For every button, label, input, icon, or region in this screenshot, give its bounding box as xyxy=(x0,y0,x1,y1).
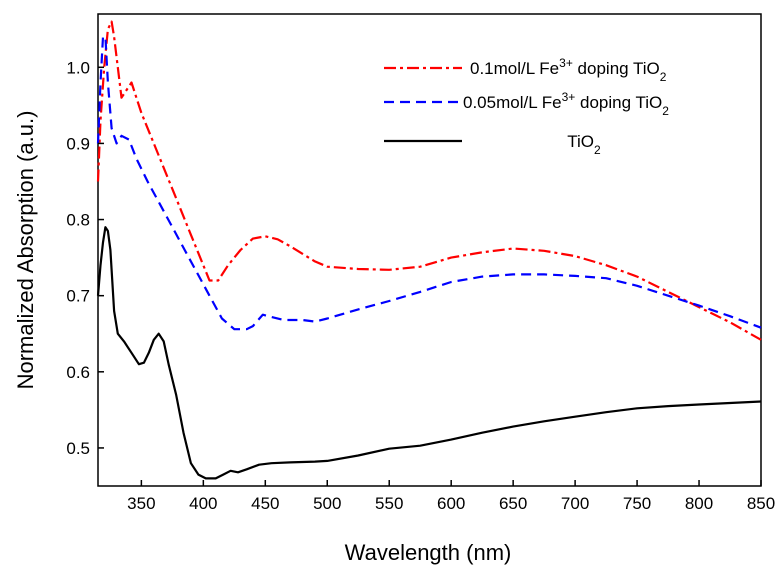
plot-frame xyxy=(97,13,762,487)
series-line-2 xyxy=(96,35,762,331)
x-axis-title: Wavelength (nm) xyxy=(345,540,512,565)
y-tick-label: 1.0 xyxy=(66,58,90,77)
legend-label-2: 0.05mol/L Fe3+ doping TiO2 xyxy=(463,90,669,118)
ticks-layer: 350 400 450 500 550 600 650 700 750 800 850 0.5 0.6 0… xyxy=(66,58,775,513)
legend-label-1: 0.1mol/L Fe3+ doping TiO2 xyxy=(470,56,667,84)
y-tick-label: 0.5 xyxy=(66,439,90,458)
series-line-3 xyxy=(96,226,762,480)
legend: 0.1mol/L Fe3+ doping TiO2 0.05mol/L Fe3+ … xyxy=(384,56,669,157)
y-tick-label: 0.7 xyxy=(66,287,90,306)
x-tick-label: 650 xyxy=(499,494,527,513)
x-tick-label: 400 xyxy=(189,494,217,513)
x-tick-label: 750 xyxy=(623,494,651,513)
y-tick-label: 0.6 xyxy=(66,363,90,382)
series-layer xyxy=(96,20,762,480)
y-tick-label: 0.9 xyxy=(66,134,90,153)
x-tick-label: 350 xyxy=(127,494,155,513)
x-tick-label: 600 xyxy=(437,494,465,513)
x-tick-label: 550 xyxy=(375,494,403,513)
x-tick-label: 450 xyxy=(251,494,279,513)
x-tick-label: 800 xyxy=(685,494,713,513)
x-tick-label: 700 xyxy=(561,494,589,513)
series-line-1 xyxy=(96,20,762,341)
y-tick-label: 0.8 xyxy=(66,211,90,230)
x-tick-label: 500 xyxy=(313,494,341,513)
x-tick-label: 850 xyxy=(747,494,775,513)
y-axis-title: Normalized Absorption (a.u.) xyxy=(13,111,38,390)
legend-label-3: TiO2 xyxy=(567,132,601,157)
